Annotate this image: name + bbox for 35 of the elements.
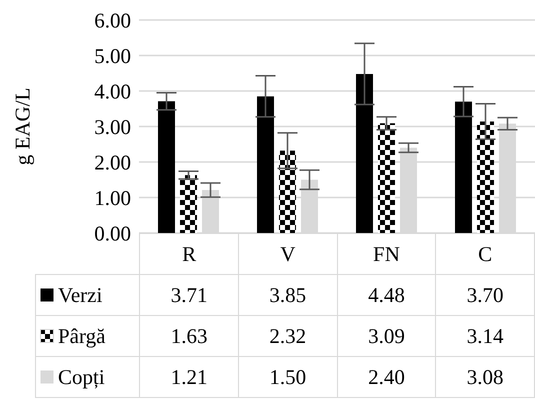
bar [279, 150, 296, 233]
data-label: 1.50 [238, 356, 338, 398]
legend-label: Pârgă [36, 316, 140, 356]
y-tick-label: 2.00 [94, 150, 131, 174]
y-tick-label: 6.00 [94, 8, 131, 32]
y-tick-label: 4.00 [94, 79, 131, 104]
bar [378, 123, 395, 233]
data-label: 3.08 [436, 356, 534, 398]
data-label: 3.85 [238, 274, 338, 316]
x-tick-label: FN [337, 234, 436, 274]
x-tick-label: C [436, 234, 534, 274]
bar [356, 74, 373, 233]
y-tick-label: 1.00 [94, 186, 131, 210]
y-axis-title: g EAG/L [10, 88, 34, 166]
legend-label: Verzi [36, 274, 140, 316]
bar [257, 96, 274, 233]
bar [180, 175, 197, 233]
data-label: 2.32 [238, 316, 338, 356]
data-label: 2.40 [337, 356, 436, 398]
data-label: 1.21 [140, 356, 238, 398]
data-label: 3.09 [337, 316, 436, 356]
data-label: 3.14 [436, 316, 534, 356]
data-label: 1.63 [140, 316, 238, 356]
x-tick-label: R [140, 234, 238, 274]
y-tick-label: 5.00 [94, 44, 131, 68]
bar [158, 101, 175, 233]
y-tick-label: 0.00 [94, 221, 131, 246]
bar [477, 122, 494, 233]
legend-label: Copți [36, 356, 140, 398]
data-label: 4.48 [337, 274, 436, 316]
data-label: 3.71 [140, 274, 238, 316]
data-label: 3.70 [436, 274, 534, 316]
bar [455, 102, 472, 233]
x-tick-label: V [238, 234, 338, 274]
y-tick-label: 3.00 [94, 114, 131, 139]
